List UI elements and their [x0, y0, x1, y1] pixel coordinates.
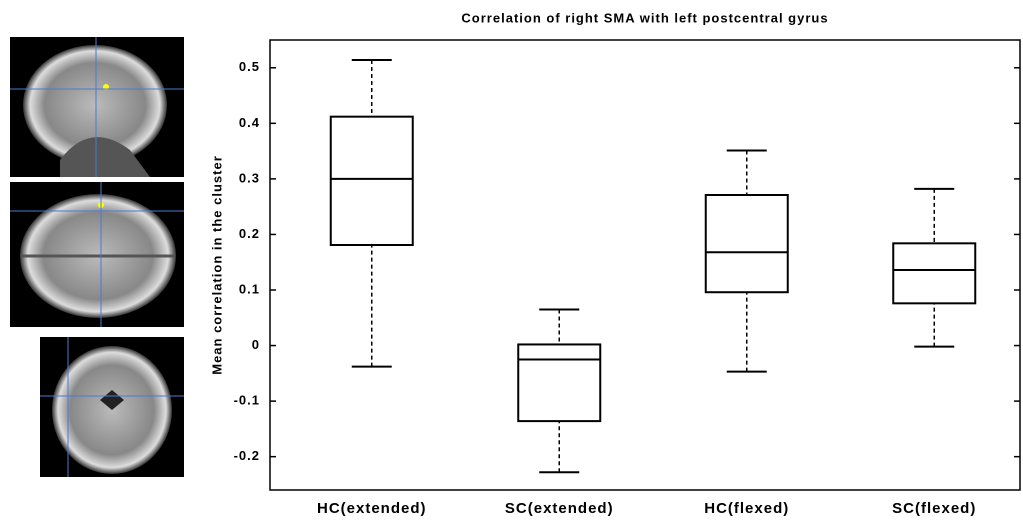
y-tick-label: -0.2 — [234, 448, 260, 463]
y-tick-label: 0.2 — [239, 226, 260, 241]
page: {"chart_data": {"type": "box", "title": … — [0, 0, 1023, 520]
brain-sagittal — [10, 37, 184, 177]
y-tick-label: 0.1 — [239, 281, 260, 296]
x-tick-label: SC(extended) — [505, 500, 614, 517]
y-axis-label: Mean correlation in the cluster — [209, 155, 224, 375]
y-tick-label: 0.3 — [239, 170, 260, 185]
x-tick-label: HC(extended) — [317, 500, 427, 517]
figure: Correlation of right SMA with left postc… — [0, 0, 1023, 520]
x-tick-label: SC(flexed) — [892, 500, 976, 517]
brain-axial — [10, 182, 184, 327]
box — [518, 344, 600, 421]
box — [331, 117, 413, 245]
y-tick-label: 0 — [252, 337, 260, 352]
y-tick-label: -0.1 — [234, 393, 260, 408]
x-tick-label: HC(flexed) — [704, 500, 789, 517]
box — [893, 243, 975, 303]
brain-coronal — [40, 337, 184, 477]
y-tick-label: 0.5 — [239, 59, 260, 74]
chart-title: Correlation of right SMA with left postc… — [461, 10, 828, 25]
y-tick-label: 0.4 — [239, 115, 260, 130]
box — [706, 195, 788, 292]
